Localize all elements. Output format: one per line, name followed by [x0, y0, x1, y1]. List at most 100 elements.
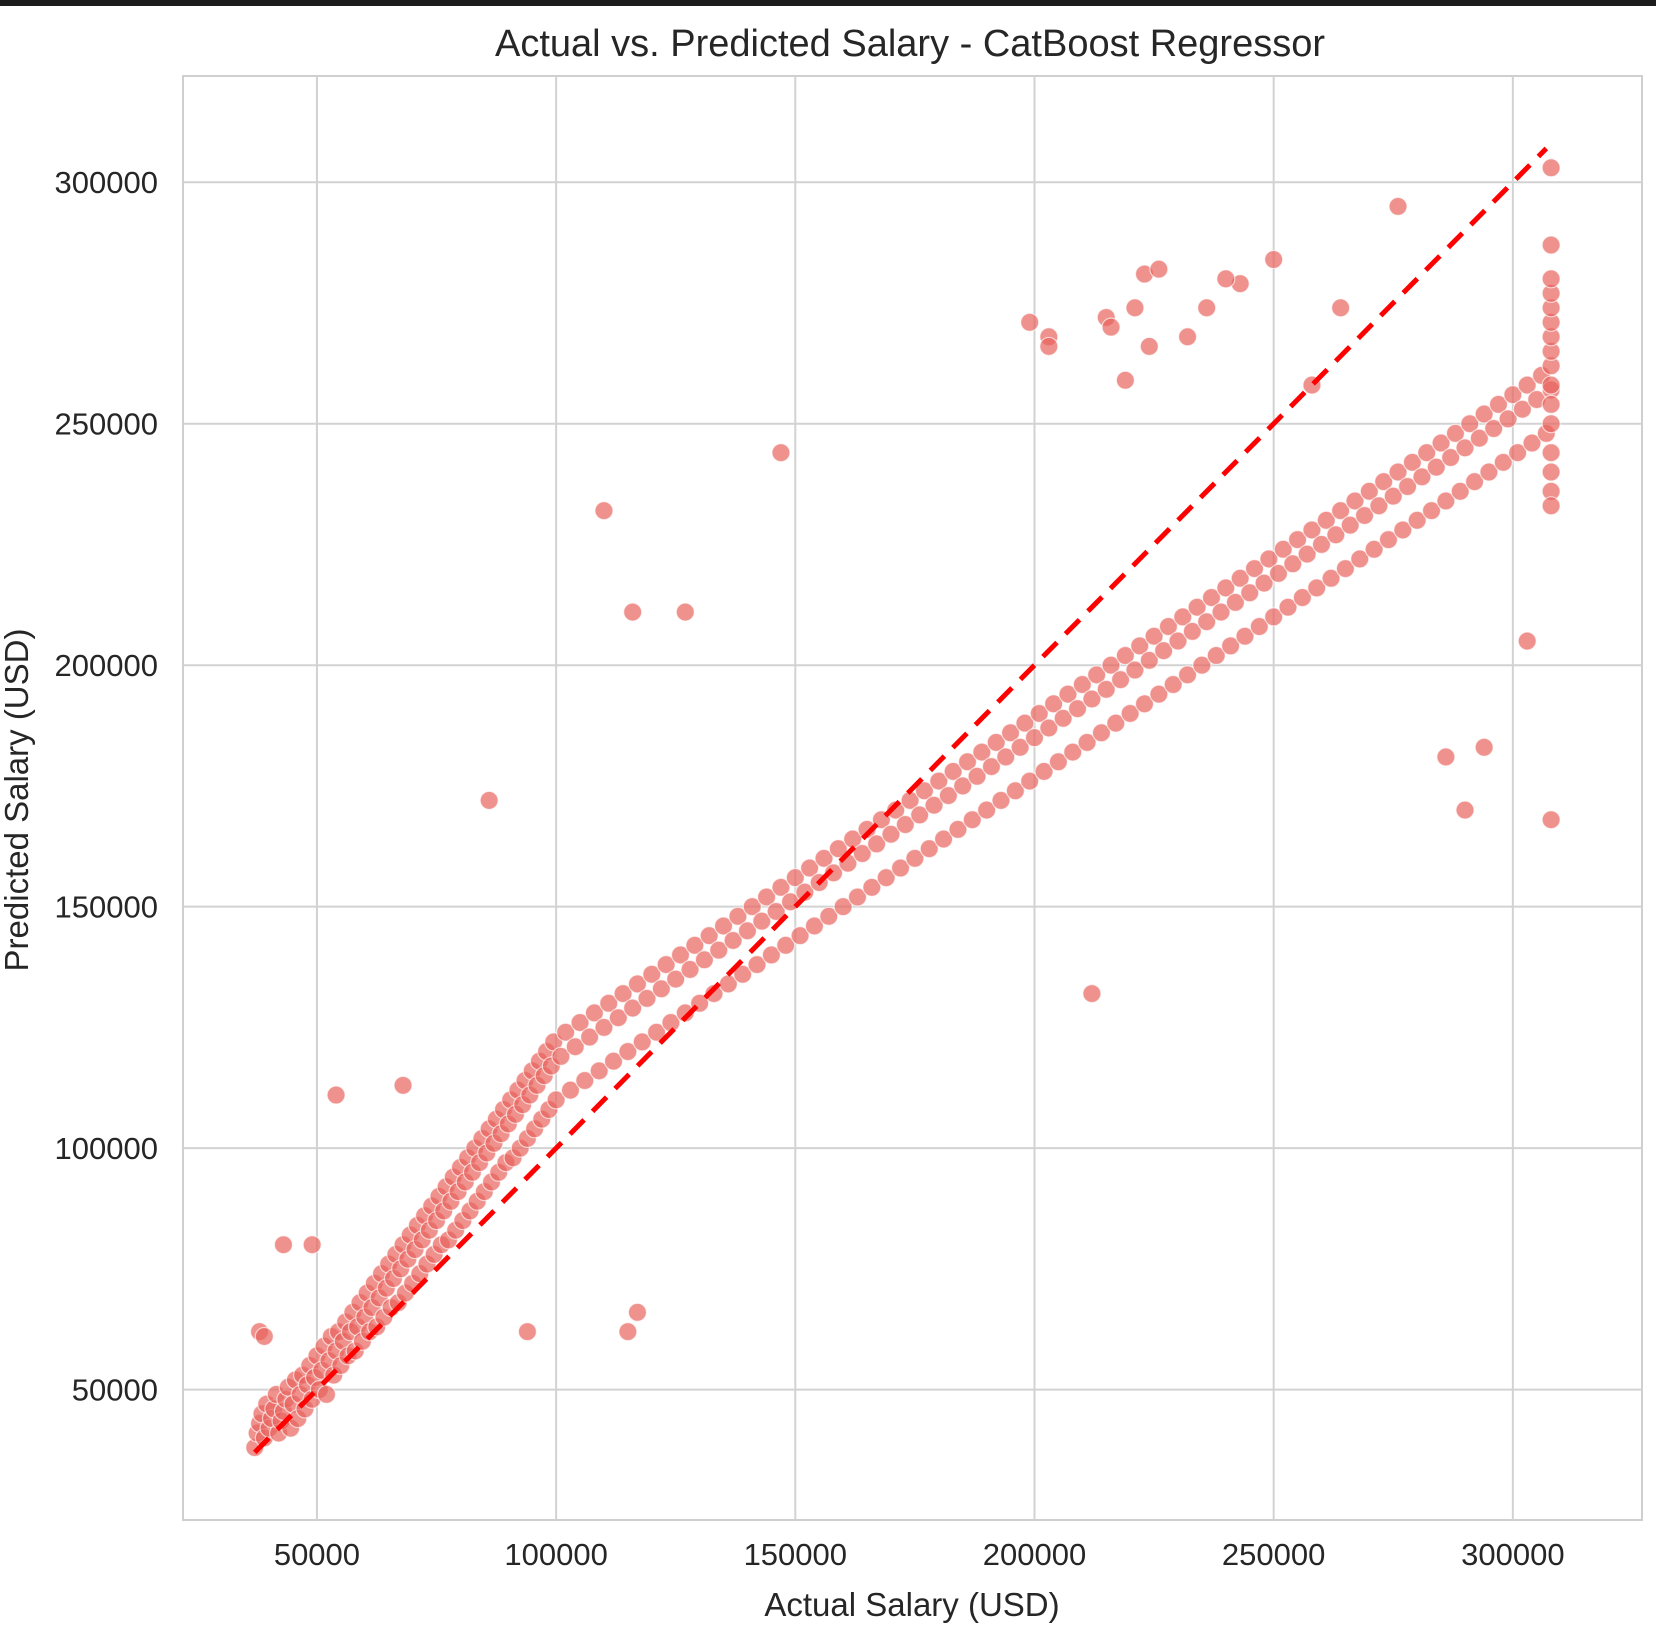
scatter-point — [828, 839, 848, 859]
scatter-point — [666, 969, 686, 989]
scatter-point — [1474, 737, 1494, 757]
scatter-point — [1106, 713, 1126, 733]
scatter-point — [680, 959, 700, 980]
window-top-strip — [0, 0, 1656, 6]
y-tick-label: 100000 — [55, 1131, 158, 1166]
scatter-point — [1541, 810, 1561, 830]
scatter-point — [1177, 327, 1198, 347]
scatter-point — [1230, 568, 1250, 588]
scatter-point — [1412, 467, 1432, 487]
scatter-point — [991, 790, 1011, 811]
scatter-point — [1197, 612, 1217, 632]
scatter-point — [933, 829, 954, 849]
scatter-point — [599, 993, 619, 1013]
scatter-point — [723, 930, 743, 951]
scatter-point — [1307, 578, 1327, 598]
scatter-point — [1268, 563, 1289, 584]
scatter-point — [886, 800, 906, 820]
reference-line-y-equals-x — [252, 146, 1549, 1455]
scatter-point — [1517, 375, 1537, 395]
scatter-point — [1197, 298, 1217, 318]
y-tick-label: 250000 — [55, 407, 158, 442]
scatter-point — [1426, 457, 1446, 477]
scatter-point — [862, 877, 882, 897]
scatter-point — [1378, 530, 1399, 550]
scatter-point — [1039, 336, 1059, 357]
scatter-point — [1225, 592, 1245, 613]
y-tick-label: 200000 — [55, 648, 158, 683]
scatter-point — [1125, 660, 1145, 680]
scatter-point — [1029, 703, 1049, 724]
scatter-point — [1464, 472, 1485, 492]
scatter-point — [699, 926, 719, 946]
scatter-point — [1517, 631, 1537, 651]
scatter-point — [1154, 641, 1174, 661]
scatter-point — [546, 1090, 566, 1110]
scatter-point — [675, 1003, 695, 1023]
scatter-point — [819, 906, 839, 926]
scatter-point — [1168, 631, 1188, 651]
scatter-point — [962, 810, 982, 830]
scatter-point — [1177, 665, 1198, 685]
scatter-point — [675, 602, 695, 622]
scatter-point — [972, 742, 992, 762]
scatter-point — [1077, 732, 1097, 753]
scatter-points — [245, 158, 1561, 1458]
y-tick-label: 300000 — [55, 165, 158, 200]
scatter-point — [1421, 501, 1442, 521]
scatter-point — [1000, 723, 1021, 743]
scatter-point — [613, 983, 633, 1004]
scatter-point — [1541, 158, 1561, 178]
scatter-point — [1039, 718, 1059, 738]
scatter-point — [948, 819, 968, 839]
scatter-point — [1431, 433, 1451, 453]
scatter-point — [919, 839, 939, 859]
scatter-point — [1398, 476, 1418, 497]
scatter-point — [1493, 452, 1513, 472]
scatter-point — [565, 1037, 585, 1057]
scatter-point — [302, 1235, 322, 1255]
scatter-point — [1541, 414, 1561, 434]
y-tick-label: 150000 — [55, 890, 158, 925]
scatter-point — [814, 848, 834, 868]
scatter-point — [1503, 385, 1523, 405]
scatter-point — [1211, 602, 1231, 622]
scatter-point — [1359, 481, 1379, 501]
scatter-point — [517, 1322, 538, 1342]
y-tick-labels: 50000 100000 150000 200000 250000 300000 — [55, 165, 158, 1407]
scatter-point — [800, 858, 820, 878]
scatter-point — [589, 1061, 609, 1081]
scatter-point — [1417, 443, 1437, 463]
scatter-point — [1283, 554, 1303, 574]
scatter-point — [1407, 510, 1427, 530]
scatter-point — [1393, 520, 1413, 540]
scatter-point — [1221, 636, 1241, 656]
scatter-point — [1340, 515, 1360, 535]
scatter-point — [1216, 269, 1236, 289]
scatter-point — [771, 877, 791, 897]
scatter-point — [905, 848, 925, 868]
scatter-point — [1115, 645, 1135, 666]
scatter-point — [1383, 486, 1403, 506]
scatter-point — [1115, 370, 1135, 390]
scatter-point — [1302, 520, 1322, 540]
scatter-point — [852, 843, 872, 864]
x-tick-label: 200000 — [983, 1537, 1086, 1572]
scatter-point — [867, 834, 887, 854]
scatter-point — [1235, 626, 1255, 646]
scatter-point — [685, 935, 705, 955]
scatter-point — [1182, 621, 1202, 641]
scatter-point — [957, 752, 978, 772]
scatter-point — [756, 887, 777, 907]
scatter-point — [1048, 752, 1069, 772]
scatter-point — [1388, 196, 1408, 216]
scatter-point — [943, 761, 963, 782]
scatter-point — [1244, 559, 1265, 579]
scatter-point — [273, 1235, 294, 1255]
scatter-point — [560, 1080, 581, 1100]
scatter-point — [1096, 679, 1116, 699]
scatter-point — [594, 1017, 614, 1037]
scatter-point — [938, 785, 958, 806]
scatter-point — [1474, 404, 1494, 424]
scatter-point — [1216, 578, 1236, 598]
